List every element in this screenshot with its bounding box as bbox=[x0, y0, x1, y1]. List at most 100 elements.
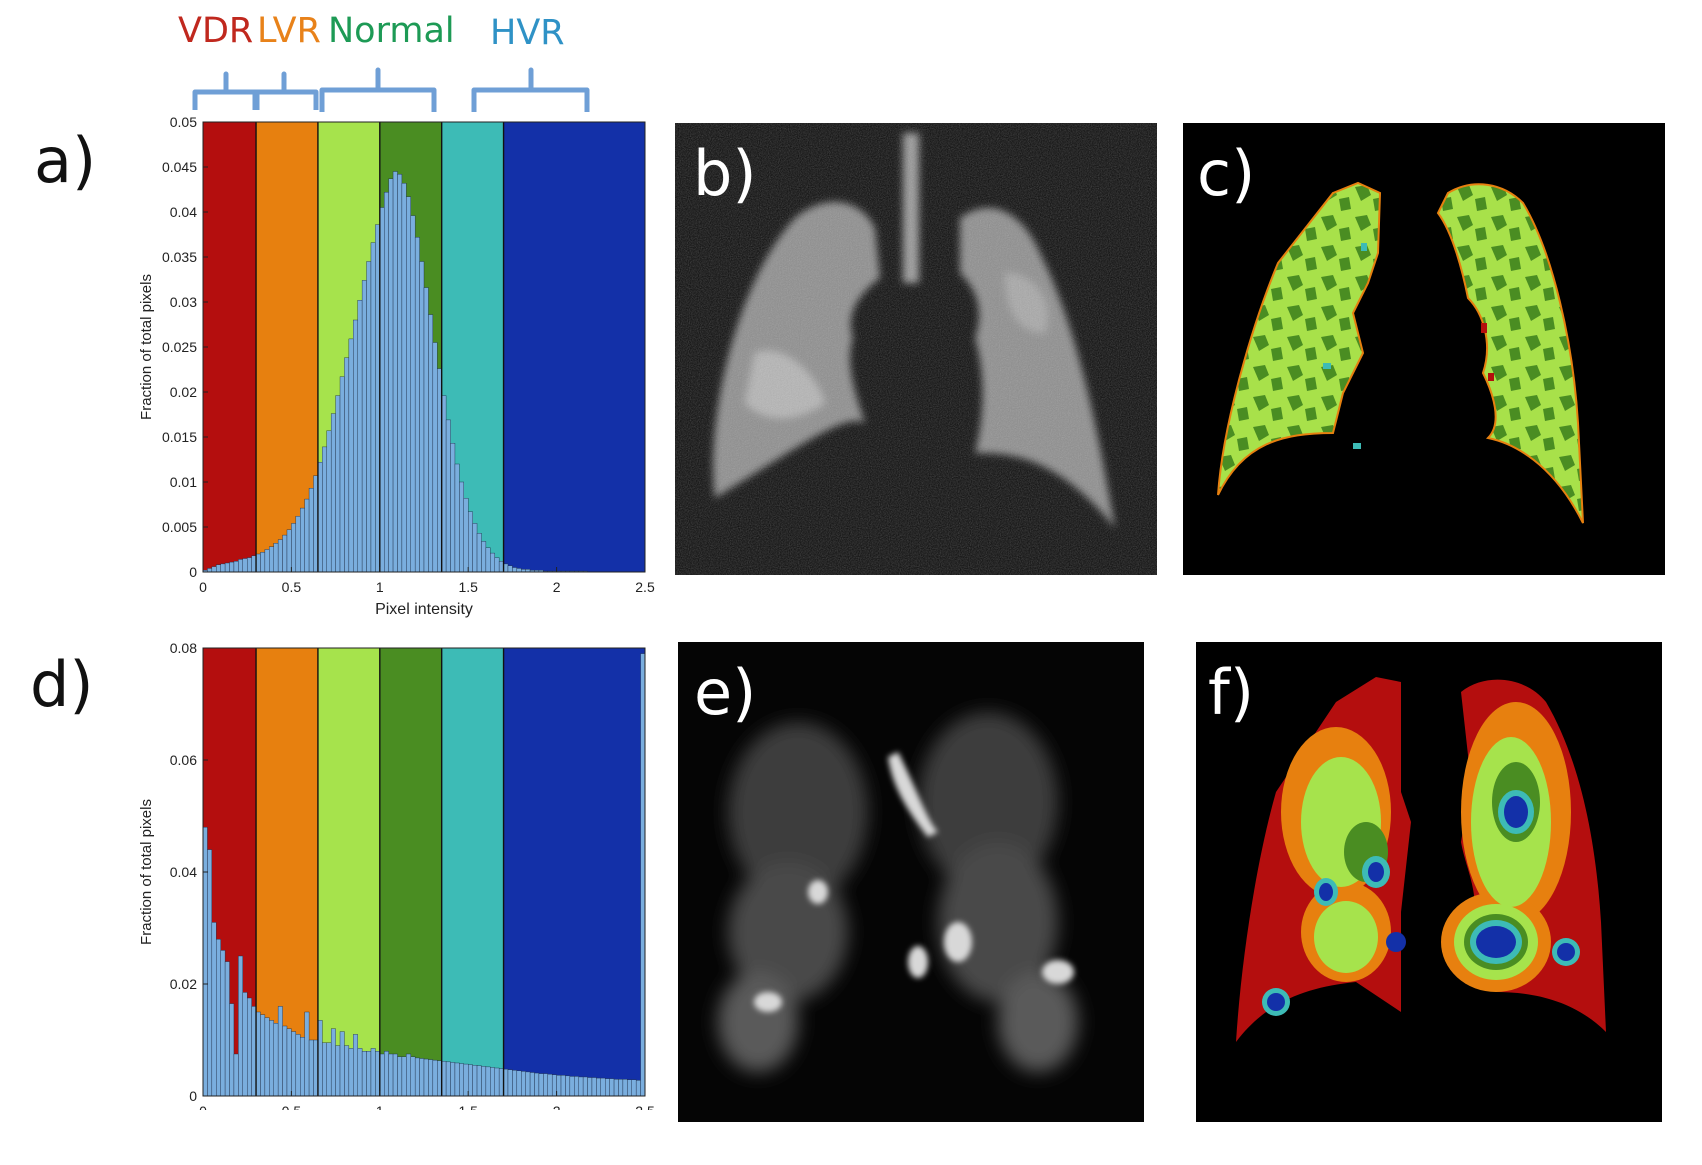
histogram-bar bbox=[406, 196, 411, 573]
y-tick-label: 0.02 bbox=[170, 976, 197, 992]
histogram-bar bbox=[269, 546, 274, 573]
histogram-bar bbox=[242, 992, 248, 1097]
y-axis-label: Fraction of total pixels bbox=[138, 274, 155, 420]
histogram-bar bbox=[494, 557, 500, 573]
histogram-bar bbox=[361, 1051, 367, 1097]
histogram-bar bbox=[220, 563, 226, 573]
hvr-low-band bbox=[441, 648, 504, 1096]
histogram-bar bbox=[428, 1059, 434, 1097]
histogram-bar bbox=[414, 1057, 420, 1097]
histogram-bar bbox=[366, 1051, 372, 1097]
histogram-bar bbox=[300, 507, 305, 573]
histogram-bar bbox=[220, 950, 226, 1097]
ventilation-map-c: c) bbox=[1183, 123, 1665, 575]
histogram-bar bbox=[574, 1076, 579, 1097]
histogram-bar bbox=[419, 1058, 425, 1097]
histogram-bar bbox=[291, 523, 297, 573]
histogram-bar bbox=[481, 1066, 487, 1097]
histogram-bar bbox=[295, 516, 301, 573]
histogram-bar bbox=[282, 1025, 288, 1097]
histogram-bar bbox=[304, 1011, 310, 1097]
histogram-bar bbox=[322, 1042, 327, 1097]
histogram-bar bbox=[463, 1063, 469, 1097]
histogram-bar bbox=[216, 564, 221, 573]
y-tick-label: 0.08 bbox=[170, 640, 197, 656]
x-tick-label: 1.5 bbox=[458, 1103, 478, 1110]
x-tick-label: 1.5 bbox=[458, 579, 478, 595]
y-tick-label: 0.01 bbox=[170, 474, 197, 490]
histogram-bar bbox=[246, 557, 252, 573]
normal-label: Normal bbox=[328, 14, 455, 49]
histogram-bar bbox=[560, 1075, 566, 1097]
histogram-bar bbox=[490, 1067, 495, 1097]
histogram-bar bbox=[353, 1034, 358, 1097]
panel-label-a: a) bbox=[34, 124, 97, 197]
histogram-bar bbox=[353, 319, 358, 573]
histogram-bar bbox=[273, 1023, 279, 1097]
panel-label-e: e) bbox=[694, 656, 757, 729]
histogram-bar bbox=[419, 261, 425, 573]
histogram-bar bbox=[277, 1006, 283, 1097]
histogram-bar bbox=[300, 1037, 305, 1097]
y-tick-label: 0.035 bbox=[162, 249, 197, 265]
histogram-bar bbox=[410, 215, 416, 573]
histogram-bar bbox=[485, 547, 491, 573]
histogram-bar bbox=[454, 463, 460, 573]
histogram-bar bbox=[264, 549, 270, 573]
histogram-bar bbox=[613, 1079, 619, 1097]
histogram-bar bbox=[423, 287, 429, 573]
hvr-high-band bbox=[503, 122, 645, 572]
ventilation-map-c-drawing bbox=[1183, 123, 1665, 575]
right-lung-c bbox=[1436, 183, 1584, 524]
y-tick-label: 0.04 bbox=[170, 864, 197, 880]
panel-label-f: f) bbox=[1208, 656, 1255, 729]
y-tick-label: 0.02 bbox=[170, 384, 197, 400]
histogram-bar bbox=[291, 1031, 297, 1097]
histogram-bar bbox=[521, 1071, 526, 1097]
histogram-bar bbox=[335, 395, 341, 573]
histogram-bar bbox=[635, 1080, 641, 1097]
histogram-bar bbox=[450, 1062, 456, 1097]
histogram-bar bbox=[357, 299, 363, 573]
histogram-bar bbox=[207, 568, 213, 573]
histogram-bar bbox=[432, 342, 438, 573]
histogram-bar bbox=[264, 1017, 270, 1097]
y-axis-label: Fraction of total pixels bbox=[138, 799, 155, 945]
histogram-bar bbox=[229, 1003, 235, 1097]
lvr-brace bbox=[252, 71, 319, 110]
histogram-bar bbox=[538, 1073, 544, 1097]
y-tick-label: 0 bbox=[189, 564, 197, 580]
histogram-bar bbox=[388, 1053, 394, 1097]
histogram-bar bbox=[516, 1070, 522, 1097]
histogram-bar bbox=[459, 481, 464, 573]
histogram-bar bbox=[357, 1048, 363, 1097]
histogram-bar bbox=[605, 1078, 610, 1097]
histogram-bar bbox=[233, 561, 239, 573]
mri-image-b-drawing bbox=[675, 123, 1157, 575]
histogram-bar bbox=[370, 1048, 376, 1097]
histogram-bar bbox=[472, 523, 478, 573]
y-tick-label: 0.04 bbox=[170, 204, 197, 220]
histogram-bar bbox=[384, 191, 389, 573]
histogram-bar bbox=[246, 997, 252, 1097]
histogram-bar bbox=[551, 1074, 557, 1097]
x-tick-label: 1 bbox=[376, 579, 384, 595]
histogram-bar bbox=[543, 1073, 548, 1097]
histogram-bar bbox=[525, 1071, 531, 1097]
histogram-bar bbox=[269, 1020, 274, 1097]
histogram-bar bbox=[401, 182, 407, 573]
y-tick-label: 0.05 bbox=[170, 114, 197, 130]
vdr-label: VDR bbox=[178, 14, 253, 49]
histogram-bar bbox=[490, 552, 495, 573]
histogram-bar bbox=[392, 1053, 398, 1097]
normal-brace bbox=[319, 67, 437, 112]
histogram-bar bbox=[233, 1053, 239, 1097]
histogram-bar bbox=[224, 562, 230, 573]
histogram-bar bbox=[304, 498, 310, 573]
histogram-bar bbox=[463, 498, 469, 573]
lvr-label: LVR bbox=[257, 14, 321, 49]
panel-label-b: b) bbox=[693, 137, 757, 210]
x-tick-label: 0.5 bbox=[282, 1103, 302, 1110]
histogram-bar bbox=[569, 1076, 575, 1097]
histogram-bar bbox=[330, 1028, 336, 1097]
